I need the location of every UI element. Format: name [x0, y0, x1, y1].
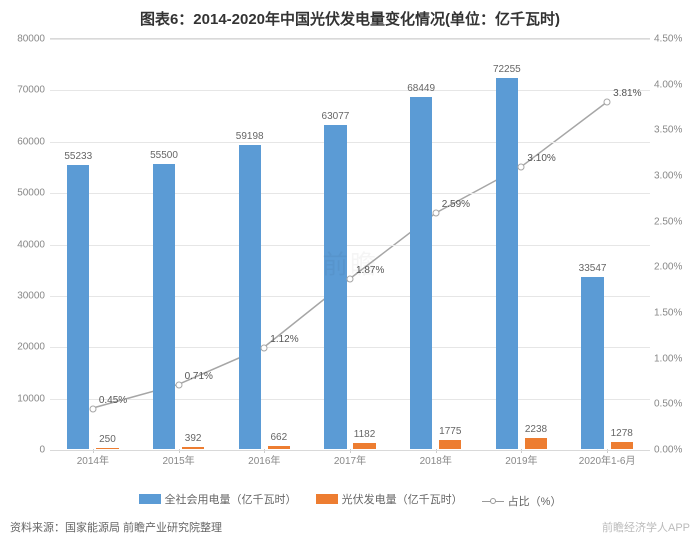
grid-line: [50, 296, 650, 297]
bar-total-label: 72255: [493, 64, 521, 75]
y-left-tick-label: 80000: [5, 34, 45, 45]
bar-pv: 250: [96, 448, 118, 449]
legend-label-pv: 光伏发电量（亿千瓦时）: [342, 491, 463, 507]
ratio-label: 1.12%: [270, 334, 298, 345]
bar-total: 68449: [410, 97, 432, 449]
bar-total-label: 63077: [322, 111, 350, 122]
ratio-marker: [604, 99, 611, 106]
y-right-tick-label: 3.00%: [654, 171, 698, 182]
bar-total: 72255: [496, 78, 518, 449]
source-label: 资料来源：国家能源局 前瞻产业研究院整理: [10, 519, 222, 535]
ratio-label: 2.59%: [442, 199, 470, 210]
ratio-marker: [89, 405, 96, 412]
bar-pv-label: 2238: [525, 424, 547, 435]
ratio-label: 3.81%: [613, 88, 641, 99]
x-axis-line: [50, 450, 650, 451]
y-left-tick-label: 60000: [5, 136, 45, 147]
ratio-label: 1.87%: [356, 265, 384, 276]
ratio-label: 3.10%: [527, 153, 555, 164]
bar-pv-label: 1278: [611, 428, 633, 439]
bar-pv: 1775: [439, 440, 461, 449]
ratio-marker: [175, 382, 182, 389]
ratio-marker: [518, 163, 525, 170]
grid-line: [50, 142, 650, 143]
y-right-tick-label: 0.50%: [654, 399, 698, 410]
legend-item-total: 全社会用电量（亿千瓦时）: [139, 491, 297, 507]
ratio-label: 0.45%: [99, 395, 127, 406]
grid-line: [50, 347, 650, 348]
y-right-tick-label: 1.00%: [654, 353, 698, 364]
bar-pv: 1278: [611, 442, 633, 449]
bar-total: 59198: [239, 145, 261, 449]
y-left-tick-label: 0: [5, 445, 45, 456]
y-left-tick-label: 70000: [5, 85, 45, 96]
y-right-tick-label: 2.00%: [654, 262, 698, 273]
grid-line: [50, 245, 650, 246]
swatch-ratio: [482, 498, 504, 504]
grid-line: [50, 399, 650, 400]
bar-pv-label: 662: [271, 432, 288, 443]
bar-total-label: 59198: [236, 131, 264, 142]
bar-pv: 2238: [525, 438, 547, 449]
chart-title: 图表6：2014-2020年中国光伏发电量变化情况(单位：亿千瓦时): [0, 0, 700, 34]
x-tick-label: 2014年: [77, 452, 109, 467]
y-left-tick-label: 30000: [5, 290, 45, 301]
ratio-label: 0.71%: [185, 371, 213, 382]
bar-pv: 392: [182, 447, 204, 449]
bar-total-label: 33547: [579, 263, 607, 274]
grid-line: [50, 90, 650, 91]
ratio-marker: [347, 276, 354, 283]
x-tick-label: 2015年: [162, 452, 194, 467]
ratio-marker: [432, 210, 439, 217]
x-tick-label: 2019年: [505, 452, 537, 467]
grid-line: [50, 193, 650, 194]
swatch-pv: [316, 494, 338, 504]
bar-total-label: 55500: [150, 150, 178, 161]
legend-label-ratio: 占比（%）: [508, 493, 562, 509]
y-right-tick-label: 0.00%: [654, 445, 698, 456]
bar-pv-label: 1182: [354, 429, 376, 440]
y-left-tick-label: 40000: [5, 239, 45, 250]
legend: 全社会用电量（亿千瓦时） 光伏发电量（亿千瓦时） 占比（%）: [0, 491, 700, 509]
bar-pv: 662: [268, 446, 290, 449]
y-left-tick-label: 10000: [5, 393, 45, 404]
y-right-tick-label: 2.50%: [654, 216, 698, 227]
bar-total-label: 55233: [64, 151, 92, 162]
y-right-tick-label: 1.50%: [654, 308, 698, 319]
bar-total-label: 68449: [407, 83, 435, 94]
swatch-total: [139, 494, 161, 504]
bar-total: 63077: [324, 125, 346, 449]
x-tick-label: 2020年1-6月: [579, 452, 636, 467]
legend-item-pv: 光伏发电量（亿千瓦时）: [316, 491, 463, 507]
x-tick-label: 2016年: [248, 452, 280, 467]
x-tick-label: 2017年: [334, 452, 366, 467]
bar-pv-label: 250: [99, 434, 116, 445]
y-left-tick-label: 50000: [5, 188, 45, 199]
x-tick-label: 2018年: [420, 452, 452, 467]
legend-item-ratio: 占比（%）: [482, 493, 562, 509]
y-right-tick-label: 4.00%: [654, 79, 698, 90]
grid-line: [50, 39, 650, 40]
watermark-app: 前瞻经济学人APP: [602, 519, 690, 535]
legend-label-total: 全社会用电量（亿千瓦时）: [165, 491, 297, 507]
y-right-tick-label: 3.50%: [654, 125, 698, 136]
ratio-marker: [261, 344, 268, 351]
bar-total: 55233: [67, 165, 89, 449]
bar-pv: 1182: [353, 443, 375, 449]
bar-pv-label: 392: [185, 433, 202, 444]
y-right-tick-label: 4.50%: [654, 34, 698, 45]
plot-area: 0100002000030000400005000060000700008000…: [50, 38, 650, 449]
bar-total: 55500: [153, 164, 175, 449]
y-left-tick-label: 20000: [5, 342, 45, 353]
bar-total: 33547: [581, 277, 603, 449]
chart-area: 0100002000030000400005000060000700008000…: [50, 38, 650, 469]
bar-pv-label: 1775: [439, 426, 461, 437]
